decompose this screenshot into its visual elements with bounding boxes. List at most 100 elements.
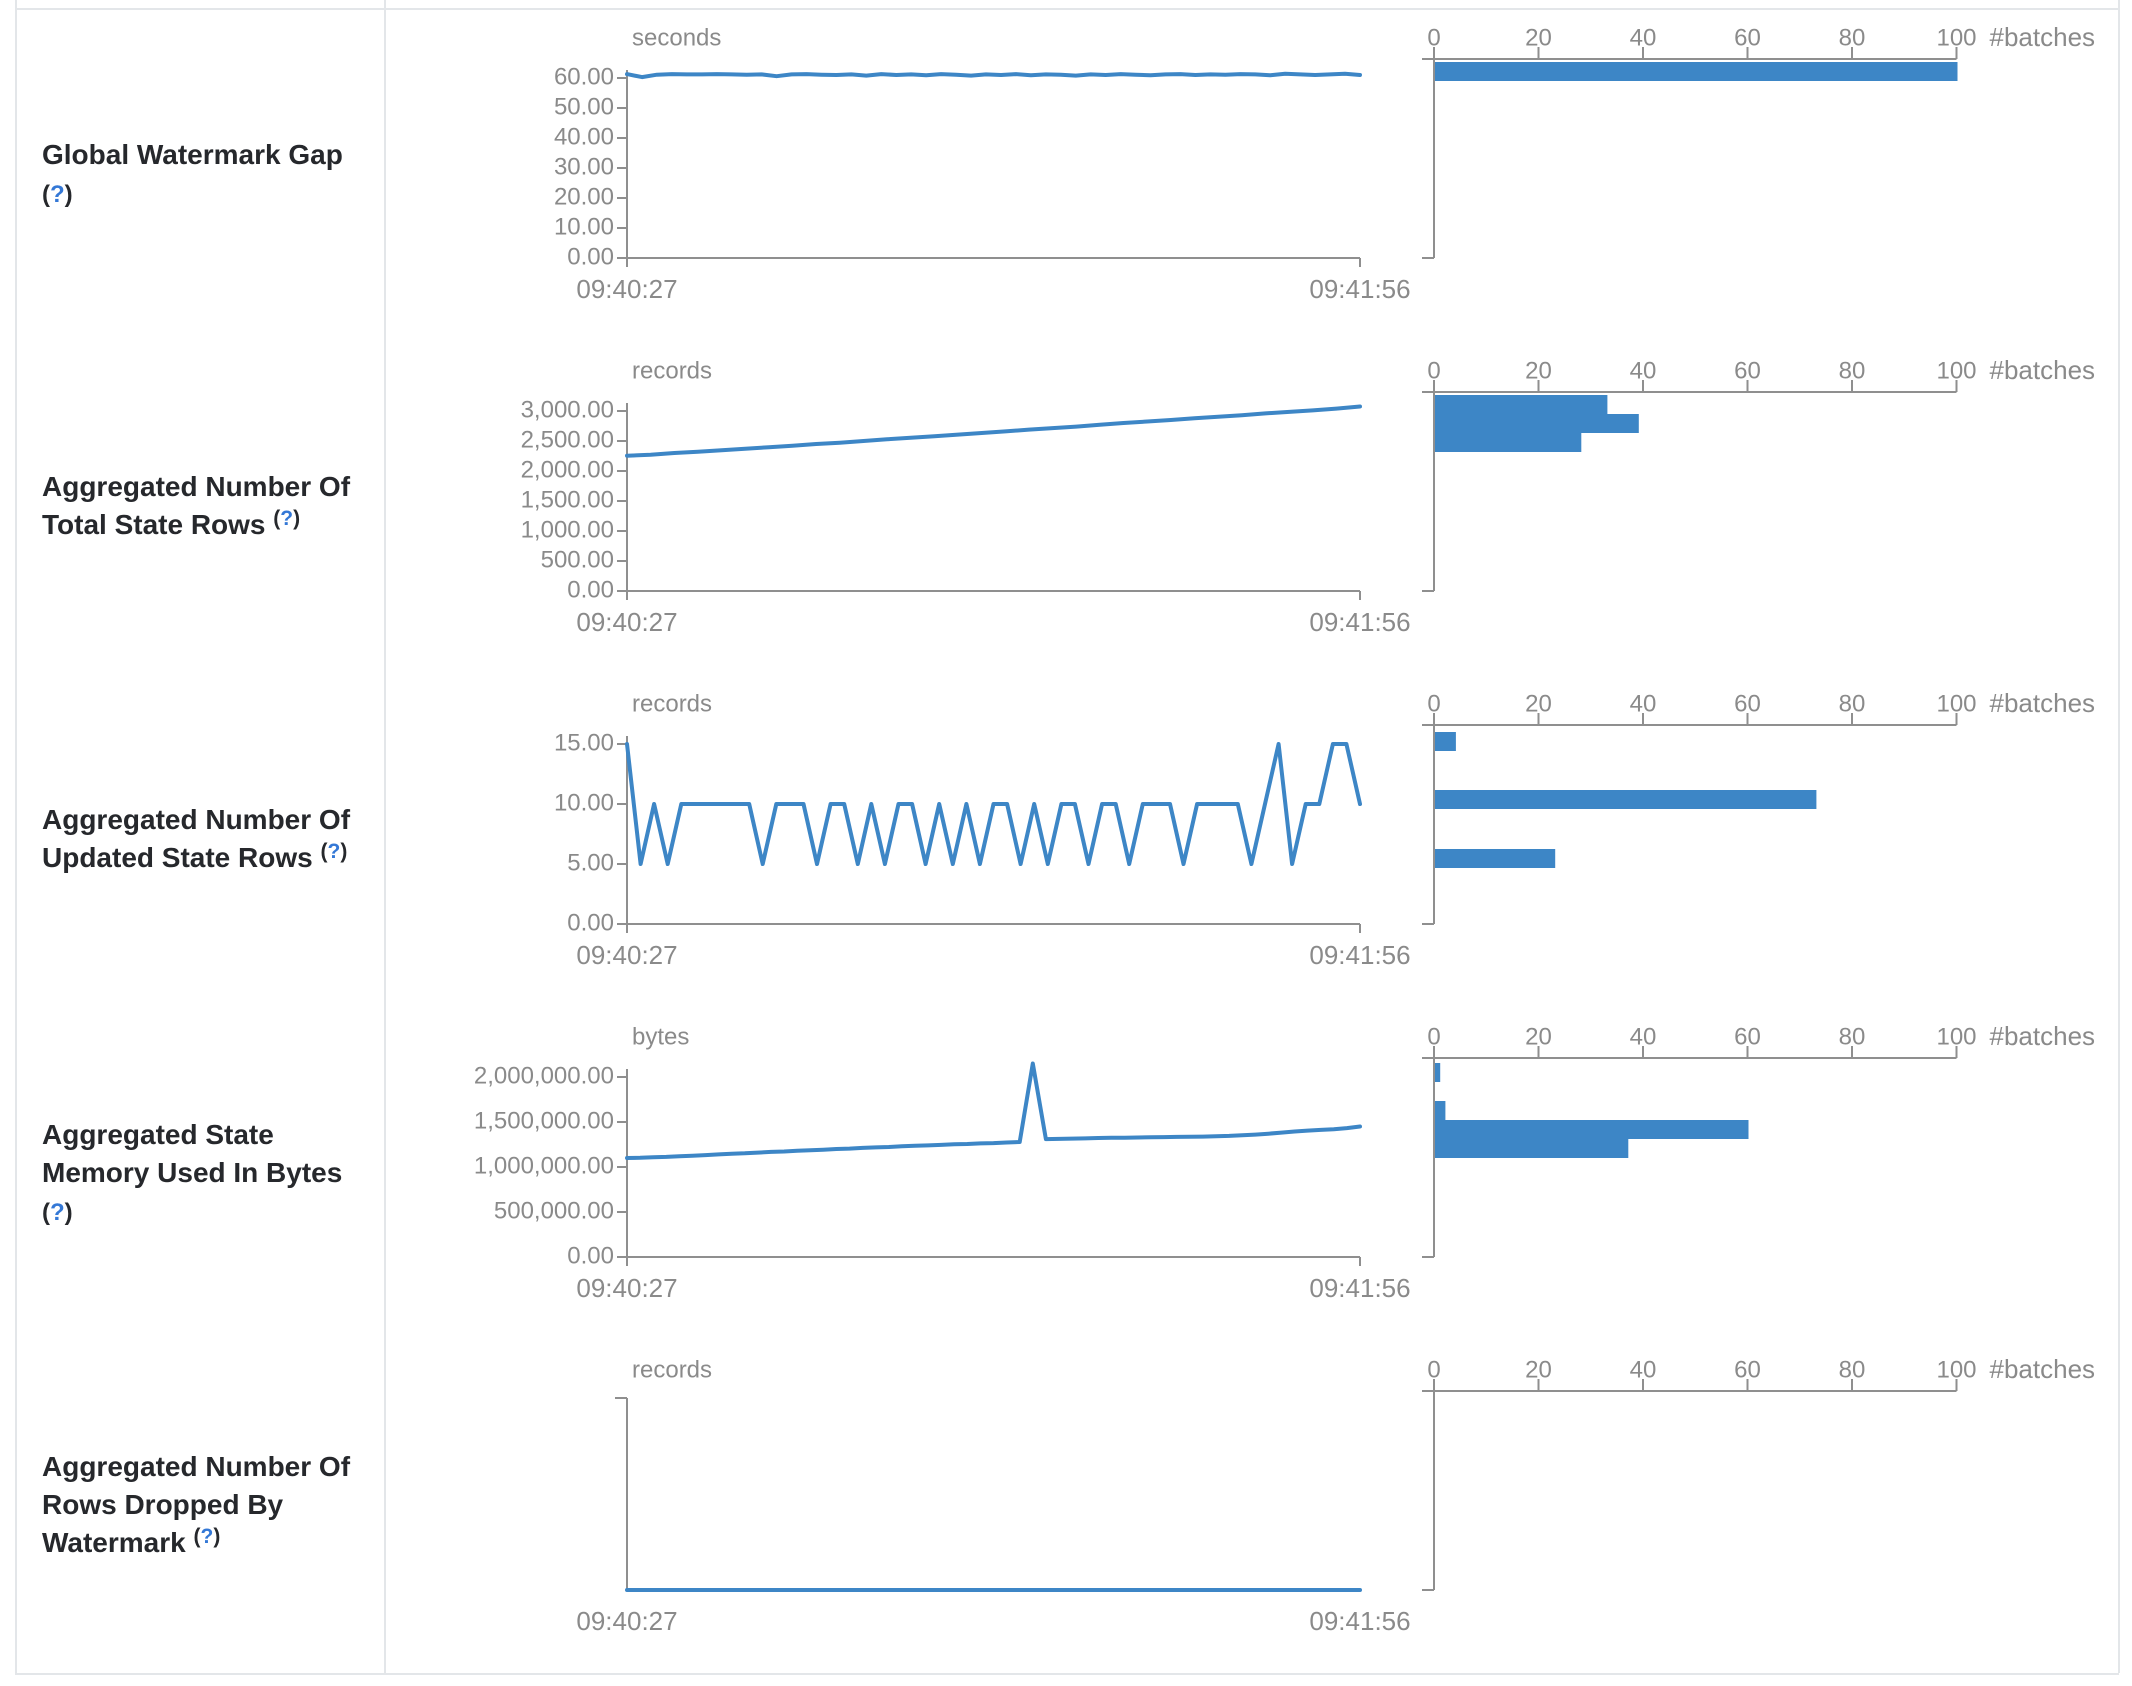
y-tick-label: 3,000.00 [521, 396, 614, 423]
histogram-tick-label: 40 [1630, 1023, 1657, 1050]
metric-row-aggregated-state-memory-used: Aggregated State Memory Used In Bytes (?) b… [15, 1007, 2119, 1340]
unit-label: bytes [632, 1023, 689, 1050]
label-text: Aggregated Number Of [42, 1451, 351, 1482]
histogram-tick-label: 20 [1525, 1023, 1552, 1050]
histogram-chart: 0 20 40 60 80 100 #batches [1422, 1021, 2096, 1258]
help-icon[interactable]: ? [327, 840, 341, 863]
unit-label: seconds [632, 24, 721, 51]
histogram-tick-label: 20 [1525, 1356, 1552, 1383]
y-tick-label: 10.00 [554, 213, 614, 240]
y-tick-label: 10.00 [554, 789, 614, 816]
histogram-tick-label: 0 [1427, 690, 1440, 717]
histogram-tick-label: 0 [1427, 1356, 1440, 1383]
label-text: Memory Used In Bytes [42, 1156, 343, 1188]
timeline-chart: records 09:40:27 09:41:56 [576, 1356, 1410, 1636]
metric-line-series [625, 1061, 1362, 1160]
histogram-tick-label: 100 [1936, 690, 1976, 717]
help-icon[interactable]: ? [200, 1525, 214, 1548]
histogram-chart: 0 20 40 60 80 100 #batches [1422, 355, 2095, 592]
metric-label-line: (?) [42, 1192, 384, 1232]
histogram-bar [1435, 414, 1639, 433]
batches-axis-label: #batches [1990, 688, 2096, 718]
help-icon[interactable]: ? [50, 180, 65, 208]
y-tick-label: 0.00 [567, 909, 614, 936]
y-tick-label: 2,000.00 [521, 456, 614, 483]
label-text: ) [213, 1525, 221, 1548]
histogram-bar [1435, 790, 1817, 809]
batches-axis-label: #batches [1990, 1021, 2096, 1051]
label-text: ) [293, 507, 301, 530]
label-text: ) [340, 840, 348, 863]
histogram-bar [1435, 1063, 1441, 1082]
metric-row-aggregated-total-state-rows: Aggregated Number Of Total State Rows (?)… [15, 341, 2119, 674]
batches-axis-label: #batches [1990, 22, 2096, 52]
x-tick-end: 09:41:56 [1309, 940, 1410, 970]
label-text: ) [64, 180, 73, 208]
histogram-tick-label: 0 [1427, 24, 1440, 51]
histogram-tick-label: 40 [1630, 690, 1657, 717]
unit-label: records [632, 1356, 712, 1383]
y-tick-label: 20.00 [554, 183, 614, 210]
y-tick-label: 0.00 [567, 243, 614, 270]
histogram-tick-label: 20 [1525, 24, 1552, 51]
help-icon[interactable]: ? [50, 1198, 65, 1226]
histogram-tick-label: 100 [1936, 24, 1976, 51]
unit-label: records [632, 357, 712, 384]
histogram-tick-label: 60 [1734, 24, 1761, 51]
label-text: Updated State Rows [42, 842, 321, 873]
help-icon[interactable]: ? [280, 507, 294, 530]
metric-label-aggregated-state-memory-used: Aggregated State Memory Used In Bytes (?) [15, 1007, 384, 1340]
timeline-chart: records 3,000.00 2,500.00 2,000.00 1,500.00 1… [521, 357, 1411, 637]
metric-label-line: Aggregated Number Of [42, 801, 384, 839]
y-tick-label: 40.00 [554, 123, 614, 150]
label-text: ( [273, 507, 281, 530]
metric-row-aggregated-updated-state-rows: Aggregated Number Of Updated State Rows (… [15, 674, 2119, 1007]
histogram-tick-label: 20 [1525, 690, 1552, 717]
x-tick-start: 09:40:27 [576, 274, 677, 304]
y-tick-label: 60.00 [554, 63, 614, 90]
x-tick-start: 09:40:27 [576, 1606, 677, 1636]
metric-line-series [625, 404, 1362, 458]
label-text: ( [320, 840, 328, 863]
x-tick-start: 09:40:27 [576, 607, 677, 637]
metric-label-line: Aggregated State [42, 1116, 384, 1154]
y-tick-label: 1,500,000.00 [474, 1107, 614, 1134]
y-tick-label: 15.00 [554, 729, 614, 756]
timeline-chart: records 15.00 10.00 5.00 0.00 09:40:27 09:41:5… [554, 690, 1411, 970]
label-text: ( [193, 1525, 201, 1548]
histogram-tick-label: 100 [1936, 1356, 1976, 1383]
histogram-tick-label: 40 [1630, 1356, 1657, 1383]
metric-label-line: Rows Dropped By [42, 1486, 384, 1524]
histogram-tick-label: 80 [1839, 24, 1866, 51]
label-text: Total State Rows [42, 509, 274, 540]
histogram-tick-label: 60 [1734, 357, 1761, 384]
table-top-border [15, 8, 2119, 10]
charts-aggregated-state-memory-used: bytes 2,000,000.00 1,500,000.00 1,000,000.0… [474, 1021, 2096, 1303]
metric-label-aggregated-updated-state-rows: Aggregated Number Of Updated State Rows (… [15, 674, 384, 1007]
metric-label-line: (?) [42, 174, 384, 214]
histogram-chart: 0 20 40 60 80 100 #batches [1422, 688, 2096, 925]
y-tick-label: 500,000.00 [494, 1197, 614, 1224]
x-tick-end: 09:41:56 [1309, 607, 1410, 637]
histogram-chart: 0 20 40 60 80 100 #batches [1422, 22, 2096, 259]
timeline-chart: seconds 60.00 50.00 40.00 30.00 20.00 10.00 0.0… [554, 24, 1411, 304]
metric-row-aggregated-rows-dropped-by-watermark: Aggregated Number Of Rows Dropped By Water… [15, 1340, 2119, 1673]
metric-label-aggregated-rows-dropped-by-watermark: Aggregated Number Of Rows Dropped By Water… [15, 1340, 384, 1673]
histogram-tick-label: 80 [1839, 1023, 1866, 1050]
charts-aggregated-rows-dropped-by-watermark: records 09:40:27 09:41:56 0 20 40 60 80 100 #batc… [576, 1354, 2095, 1636]
timeline-chart: bytes 2,000,000.00 1,500,000.00 1,000,000.0… [474, 1023, 1411, 1303]
y-tick-label: 2,000,000.00 [474, 1062, 614, 1089]
histogram-tick-label: 40 [1630, 24, 1657, 51]
histogram-tick-label: 40 [1630, 357, 1657, 384]
histogram-tick-label: 20 [1525, 357, 1552, 384]
label-text: Global Watermark Gap [42, 138, 343, 170]
y-tick-label: 1,000,000.00 [474, 1152, 614, 1179]
histogram-bar [1435, 62, 1958, 81]
histogram-bar [1435, 395, 1608, 414]
y-tick-label: 0.00 [567, 576, 614, 603]
y-tick-label: 50.00 [554, 93, 614, 120]
table-left-border [15, 0, 17, 1673]
unit-label: records [632, 690, 712, 717]
histogram-tick-label: 100 [1936, 357, 1976, 384]
